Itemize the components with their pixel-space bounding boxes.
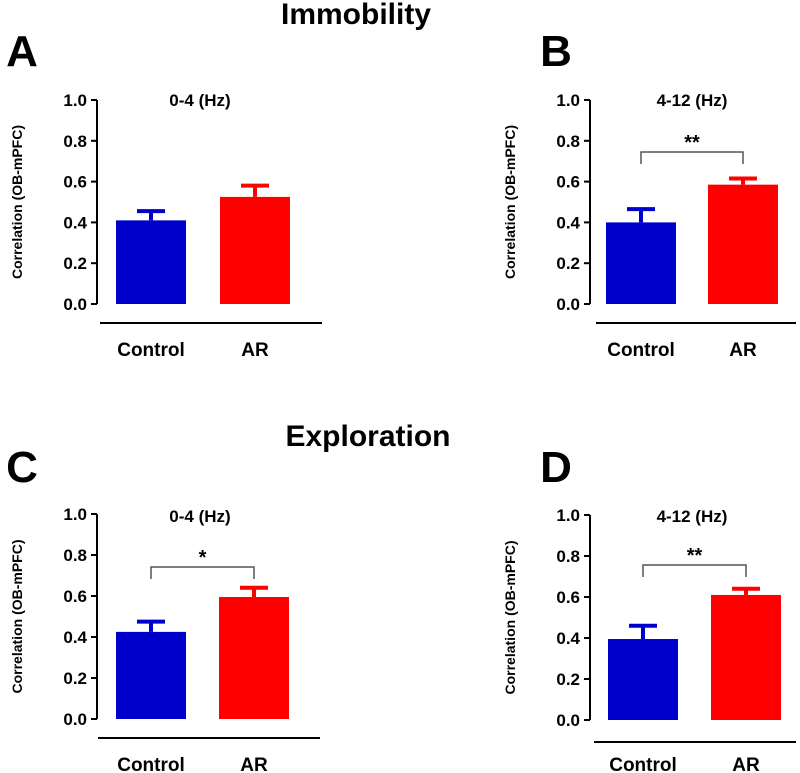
y-tick-label: 0.0: [63, 295, 87, 314]
y-tick-label: 1.0: [556, 91, 580, 110]
panel-title-b: 4-12 (Hz): [657, 91, 728, 110]
bar-ar: [220, 196, 290, 304]
y-axis-label: Correlation (OB-mPFC): [9, 125, 25, 279]
section-title-immobility: Immobility: [281, 0, 431, 31]
bar-control: [116, 631, 186, 719]
panel-letter-d: D: [540, 443, 572, 492]
y-tick-label: 0.6: [556, 588, 580, 607]
y-tick-label: 0.4: [556, 629, 580, 648]
y-axis-label: Correlation (OB-mPFC): [9, 540, 25, 694]
panel-letter-c: C: [6, 443, 38, 492]
y-tick-label: 0.8: [63, 132, 87, 151]
panel-letter-a: A: [6, 27, 38, 76]
y-tick-label: 0.0: [556, 711, 580, 730]
y-axis-label: Correlation (OB-mPFC): [502, 541, 518, 695]
y-tick-label: 0.8: [556, 547, 580, 566]
panel-b: B 4-12 (Hz) 0.0 0.2 0.4 0.6 0.8 1.0 Correlation …: [502, 27, 796, 361]
panel-a: A 0-4 (Hz) 0.0 0.2 0.4 0.6 0.8 1.0 Correlation (…: [6, 27, 322, 361]
y-tick-label: 0.4: [556, 213, 580, 232]
y-tick-label: 0.0: [63, 710, 87, 729]
category-label: Control: [117, 340, 185, 361]
y-tick-label: 0.6: [63, 173, 87, 192]
category-label: AR: [729, 340, 757, 361]
y-tick-label: 0.4: [63, 628, 87, 647]
section-title-exploration: Exploration: [285, 420, 450, 453]
significance-bracket: [642, 564, 747, 577]
y-tick-label: 0.2: [556, 254, 580, 273]
panel-title-d: 4-12 (Hz): [657, 507, 728, 526]
bar-ar: [711, 594, 781, 720]
y-tick-label: 0.8: [556, 132, 580, 151]
category-label: Control: [607, 340, 675, 361]
y-tick-label: 0.2: [63, 669, 87, 688]
bar-control: [116, 220, 186, 304]
category-label: AR: [241, 340, 269, 361]
y-tick-label: 0.0: [556, 295, 580, 314]
significance-marker: **: [684, 132, 700, 154]
bar-ar: [219, 597, 289, 719]
y-tick-label: 1.0: [63, 91, 87, 110]
y-tick-label: 0.2: [63, 254, 87, 273]
y-tick-label: 1.0: [556, 506, 580, 525]
category-label: Control: [609, 755, 677, 773]
category-label: AR: [240, 755, 268, 773]
bar-ar: [708, 184, 778, 304]
panel-c: C 0-4 (Hz) 0.0 0.2 0.4 0.6 0.8 1.0 Correlation (…: [6, 443, 320, 773]
bar-control: [608, 639, 678, 720]
panel-title-c: 0-4 (Hz): [169, 507, 230, 526]
bar-control: [606, 222, 676, 304]
panel-d: D 4-12 (Hz) 0.0 0.2 0.4 0.6 0.8 1.0 Correlation …: [502, 443, 796, 773]
panel-letter-b: B: [540, 27, 572, 76]
significance-marker: **: [687, 545, 703, 567]
y-tick-label: 0.6: [63, 587, 87, 606]
panel-title-a: 0-4 (Hz): [169, 91, 230, 110]
category-label: AR: [732, 755, 760, 773]
y-tick-label: 0.4: [63, 213, 87, 232]
category-label: Control: [117, 755, 185, 773]
y-tick-label: 0.6: [556, 173, 580, 192]
significance-marker: *: [199, 547, 207, 569]
y-axis-label: Correlation (OB-mPFC): [502, 125, 518, 279]
significance-bracket: [640, 151, 744, 164]
y-tick-label: 0.2: [556, 670, 580, 689]
y-tick-label: 1.0: [63, 505, 87, 524]
y-tick-label: 0.8: [63, 546, 87, 565]
significance-bracket: [150, 566, 255, 579]
